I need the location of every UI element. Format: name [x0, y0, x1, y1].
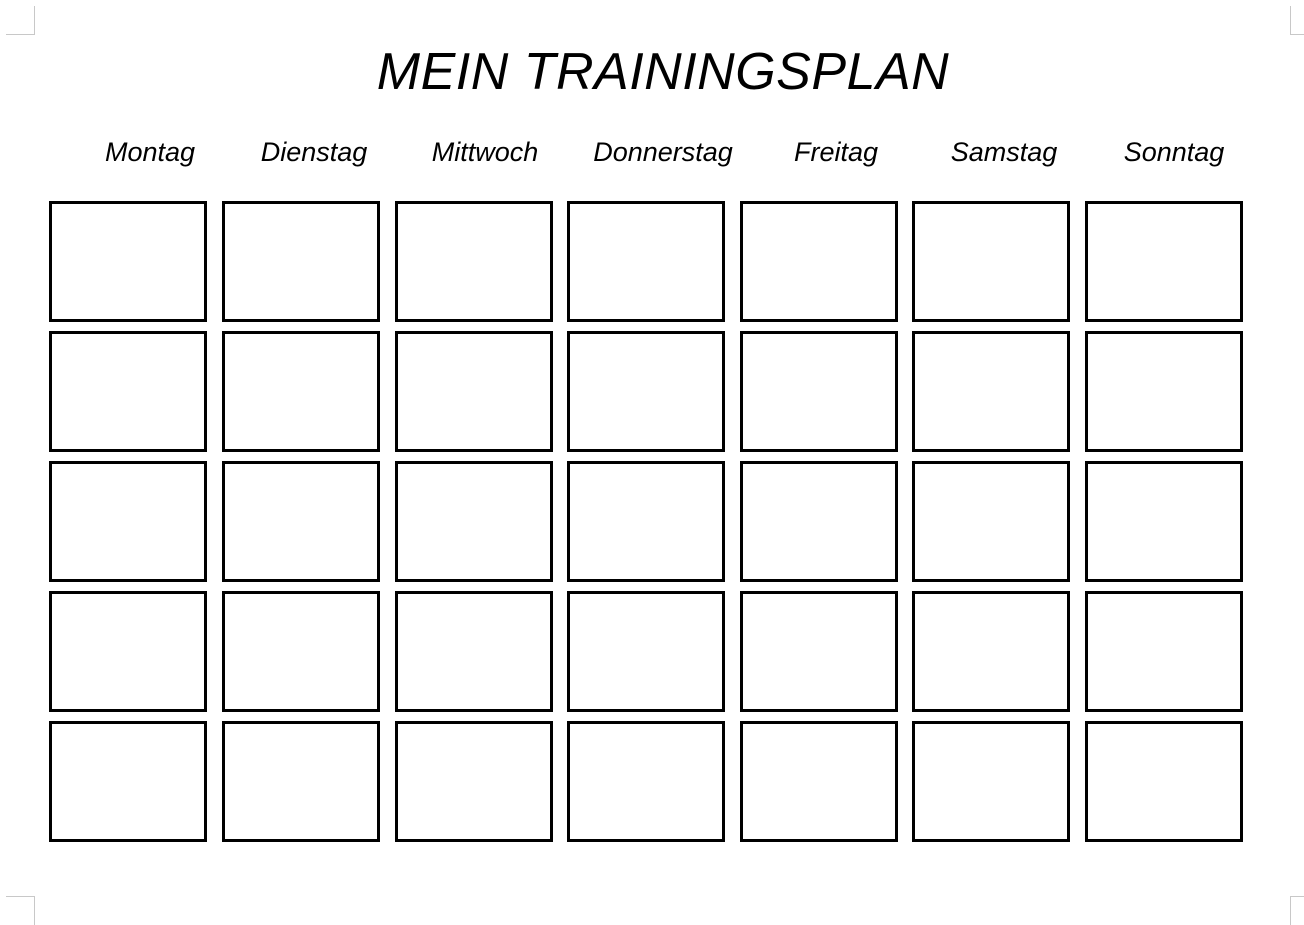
day-header-sonntag: Sonntag: [1123, 137, 1225, 167]
training-box-mittwoch-4: [395, 591, 553, 712]
training-box-freitag-5: [740, 721, 898, 842]
training-box-freitag-4: [740, 591, 898, 712]
day-header-dienstag: Dienstag: [260, 137, 368, 167]
training-box-sonntag-3: [1085, 461, 1243, 582]
training-box-montag-2: [49, 331, 207, 452]
training-box-mittwoch-1: [395, 201, 553, 322]
training-box-samstag-5: [912, 721, 1070, 842]
training-box-mittwoch-3: [395, 461, 553, 582]
corner-mark-top-left: [6, 6, 35, 35]
training-box-sonntag-5: [1085, 721, 1243, 842]
training-box-dienstag-1: [222, 201, 380, 322]
training-box-montag-1: [49, 201, 207, 322]
training-box-mittwoch-5: [395, 721, 553, 842]
training-box-donnerstag-2: [567, 331, 725, 452]
training-box-dienstag-5: [222, 721, 380, 842]
training-box-samstag-1: [912, 201, 1070, 322]
training-box-montag-5: [49, 721, 207, 842]
training-box-dienstag-2: [222, 331, 380, 452]
training-box-sonntag-4: [1085, 591, 1243, 712]
training-box-samstag-3: [912, 461, 1070, 582]
day-header-donnerstag: Donnerstag: [593, 137, 733, 167]
training-box-freitag-3: [740, 461, 898, 582]
training-box-donnerstag-1: [567, 201, 725, 322]
corner-mark-bottom-right: [1290, 896, 1304, 925]
day-header-mittwoch: Mittwoch: [431, 137, 539, 167]
training-box-montag-3: [49, 461, 207, 582]
page-title: MEIN TRAININGSPLAN: [376, 43, 950, 101]
corner-mark-bottom-left: [6, 896, 35, 925]
training-box-mittwoch-2: [395, 331, 553, 452]
training-box-sonntag-1: [1085, 201, 1243, 322]
training-box-dienstag-4: [222, 591, 380, 712]
day-header-freitag: Freitag: [793, 137, 879, 167]
day-header-samstag: Samstag: [950, 137, 1058, 167]
corner-mark-top-right: [1290, 6, 1304, 35]
training-box-samstag-2: [912, 331, 1070, 452]
training-box-donnerstag-3: [567, 461, 725, 582]
training-box-sonntag-2: [1085, 331, 1243, 452]
training-box-samstag-4: [912, 591, 1070, 712]
training-box-freitag-1: [740, 201, 898, 322]
day-header-montag: Montag: [104, 137, 196, 167]
training-box-freitag-2: [740, 331, 898, 452]
training-box-donnerstag-5: [567, 721, 725, 842]
training-box-montag-4: [49, 591, 207, 712]
training-box-dienstag-3: [222, 461, 380, 582]
training-box-donnerstag-4: [567, 591, 725, 712]
